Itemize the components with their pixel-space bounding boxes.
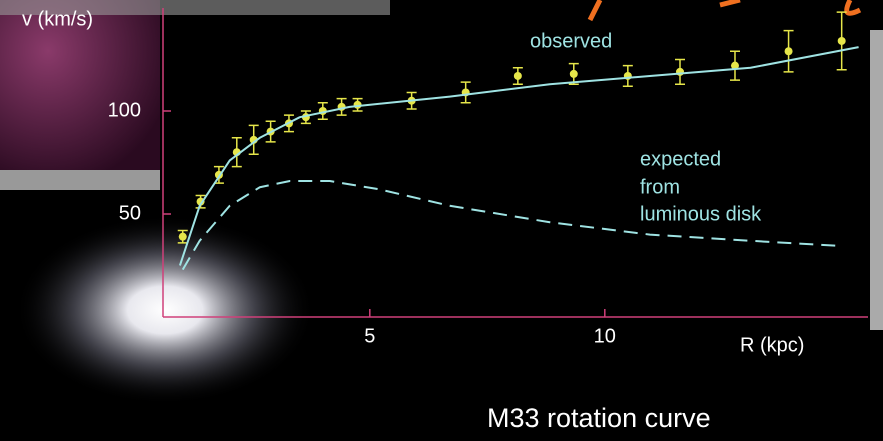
data-point (837, 36, 846, 45)
annotation: from (640, 176, 680, 198)
data-point (178, 232, 187, 241)
x-tick-label: 10 (594, 325, 616, 347)
expected-curve (181, 180, 840, 271)
chart-title: M33 rotation curve (487, 403, 711, 433)
fit-curve (178, 46, 859, 266)
data-point (569, 69, 578, 78)
annotation: expected (640, 148, 721, 170)
decoration (587, 0, 862, 22)
annotation: observed (530, 30, 612, 52)
y-tick-label: 50 (119, 202, 141, 224)
corner-image (0, 0, 160, 170)
y-axis-label: v (km/s) (22, 8, 93, 30)
annotation: luminous disk (640, 203, 762, 225)
galaxy-glow (15, 215, 315, 405)
y-tick-label: 100 (108, 99, 141, 121)
data-point (784, 47, 793, 56)
data-point (730, 61, 739, 70)
x-tick-label: 5 (364, 325, 375, 347)
x-axis-label: R (kpc) (740, 334, 804, 356)
frame (0, 170, 160, 190)
data-point (513, 71, 522, 80)
frame (0, 0, 390, 15)
frame (870, 30, 883, 330)
